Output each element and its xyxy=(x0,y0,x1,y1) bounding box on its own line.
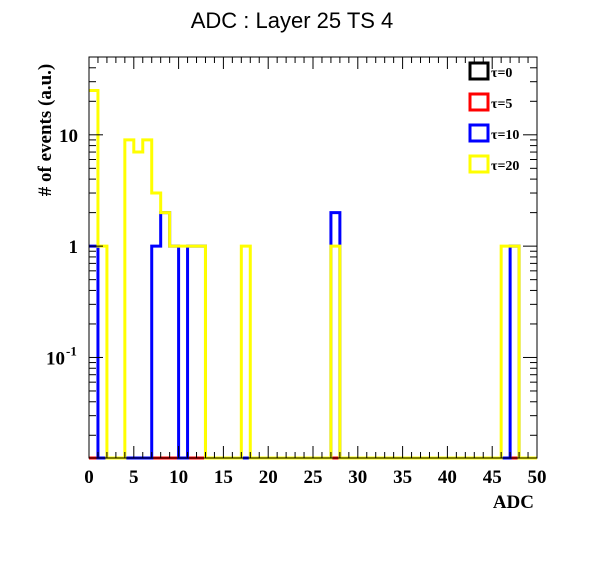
x-tick-label: 30 xyxy=(348,467,367,488)
y-tick-label: 1 xyxy=(69,237,79,258)
legend-label-2: τ=10 xyxy=(491,128,519,143)
y-tick-label: 10 xyxy=(46,348,65,369)
legend-swatch-1 xyxy=(468,92,490,112)
x-tick-label: 45 xyxy=(483,467,502,488)
y-tick-label-exponent: -1 xyxy=(66,343,77,358)
legend-swatch-0 xyxy=(468,61,490,81)
x-tick-label: 5 xyxy=(129,467,139,488)
legend: τ=0 τ=5 τ=10 τ=20 xyxy=(468,61,519,174)
x-tick-label: 0 xyxy=(84,467,94,488)
legend-label-1: τ=5 xyxy=(491,97,512,112)
x-tick-label: 20 xyxy=(259,467,278,488)
x-tick-label: 35 xyxy=(393,467,412,488)
plot-area xyxy=(89,89,537,460)
y-tick-label: 10 xyxy=(59,126,78,147)
x-tick-label: 25 xyxy=(304,467,323,488)
legend-swatch-3 xyxy=(468,154,490,174)
legend-swatch-2 xyxy=(468,123,490,143)
plot-frame xyxy=(88,56,538,459)
x-tick-label: 10 xyxy=(169,467,188,488)
x-axis-label: ADC xyxy=(493,492,534,513)
series-line-2 xyxy=(89,211,537,460)
chart-title: ADC : Layer 25 TS 4 xyxy=(191,8,394,33)
y-axis-label: # of events (a.u.) xyxy=(35,64,56,196)
x-tick-label: 15 xyxy=(214,467,233,488)
x-tick-label: 50 xyxy=(528,467,547,488)
x-tick-label: 40 xyxy=(438,467,457,488)
series-line-3 xyxy=(89,89,537,460)
legend-label-0: τ=0 xyxy=(491,66,512,81)
legend-label-3: τ=20 xyxy=(491,159,519,174)
